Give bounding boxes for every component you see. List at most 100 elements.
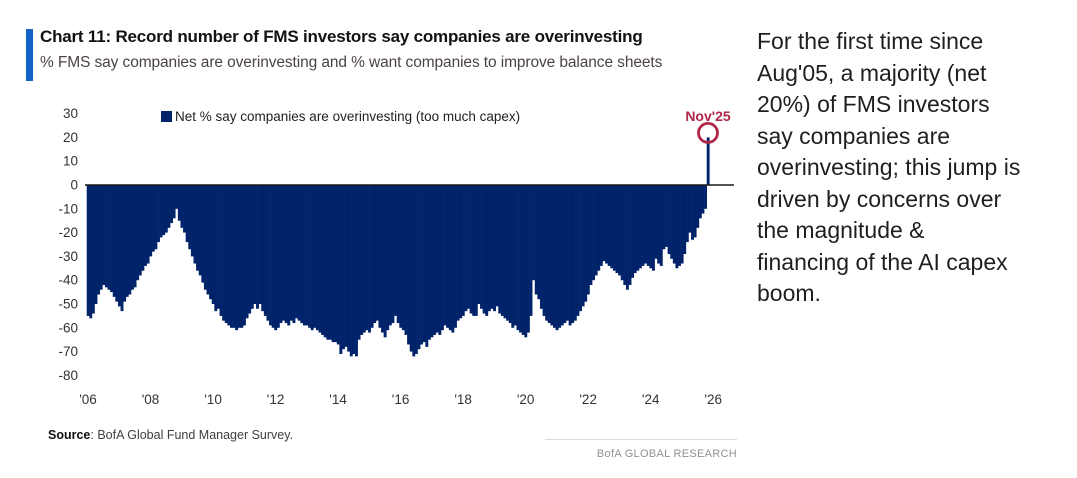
bar (435, 185, 439, 333)
bar (258, 185, 262, 304)
bar (243, 185, 246, 326)
bar (420, 185, 424, 345)
bar (136, 185, 140, 281)
bar (409, 185, 413, 352)
bar (104, 185, 108, 288)
bar (547, 185, 551, 324)
bar (618, 185, 622, 276)
bar (654, 185, 658, 259)
bar (190, 185, 194, 257)
bar (383, 185, 387, 338)
bar (493, 185, 496, 312)
bar (636, 185, 640, 271)
bar (99, 185, 103, 290)
y-tick-label: -70 (58, 344, 78, 359)
bar (503, 185, 507, 319)
bar (394, 185, 397, 316)
bar (130, 185, 134, 290)
bar (318, 185, 322, 333)
bar (370, 185, 374, 328)
bar (607, 185, 611, 266)
bar (599, 185, 603, 266)
y-tick-label: -60 (58, 320, 78, 335)
bar (584, 185, 588, 302)
bar (240, 185, 244, 328)
bar (302, 185, 306, 326)
bar (597, 185, 601, 271)
bar (203, 185, 207, 290)
bar (555, 185, 559, 331)
bar (224, 185, 228, 324)
bar (274, 185, 278, 331)
bar (313, 185, 317, 328)
bar (638, 185, 642, 269)
bar (571, 185, 575, 324)
bar (526, 185, 530, 333)
bar (670, 185, 674, 259)
bar (644, 185, 648, 264)
bar (279, 185, 283, 324)
bar (125, 185, 129, 297)
legend: Net % say companies are overinvesting (t… (161, 109, 520, 124)
bar (396, 185, 400, 324)
bar (506, 185, 510, 321)
bar (341, 185, 345, 350)
bar (323, 185, 327, 338)
bar (117, 185, 121, 307)
bar (315, 185, 319, 331)
y-tick-label: -50 (58, 297, 78, 312)
bar (232, 185, 236, 328)
x-tick-label: '08 (142, 392, 160, 407)
bar (498, 185, 502, 314)
bar (263, 185, 267, 316)
x-tick-label: '06 (79, 392, 97, 407)
bar (446, 185, 450, 328)
bar (592, 185, 595, 281)
legend-label: Net % say companies are overinvesting (t… (175, 109, 521, 124)
bar (610, 185, 614, 269)
bar (164, 185, 168, 233)
bar (162, 185, 166, 235)
bar (297, 185, 301, 321)
bar (97, 185, 101, 295)
bar (334, 185, 338, 343)
bar (469, 185, 473, 314)
bar (112, 185, 116, 297)
y-tick-label: 20 (63, 130, 78, 145)
bar (289, 185, 293, 321)
bar (467, 185, 470, 309)
bar (133, 185, 137, 288)
bar (589, 185, 593, 285)
bar (271, 185, 275, 328)
bar (360, 185, 364, 335)
bar (386, 185, 390, 331)
bar (149, 185, 153, 257)
bar (524, 185, 528, 338)
bar (490, 185, 494, 309)
bar (482, 185, 486, 314)
bar (253, 185, 257, 304)
bar (141, 185, 145, 271)
bar (300, 185, 304, 324)
bar (651, 185, 655, 271)
bar (477, 185, 481, 304)
bar (539, 185, 543, 309)
x-tick-label: '14 (329, 392, 347, 407)
bar (362, 185, 366, 333)
bar (175, 185, 179, 209)
bar (177, 185, 181, 221)
bar (407, 185, 411, 345)
bar (128, 185, 132, 295)
y-tick-label: 30 (63, 106, 78, 121)
bar (157, 185, 160, 243)
bar (553, 185, 556, 328)
bar (331, 185, 335, 343)
bar (641, 185, 645, 266)
bar (107, 185, 111, 290)
bar (623, 185, 627, 285)
bar (401, 185, 405, 331)
bar (284, 185, 288, 324)
bar (662, 185, 666, 250)
bar (558, 185, 562, 328)
